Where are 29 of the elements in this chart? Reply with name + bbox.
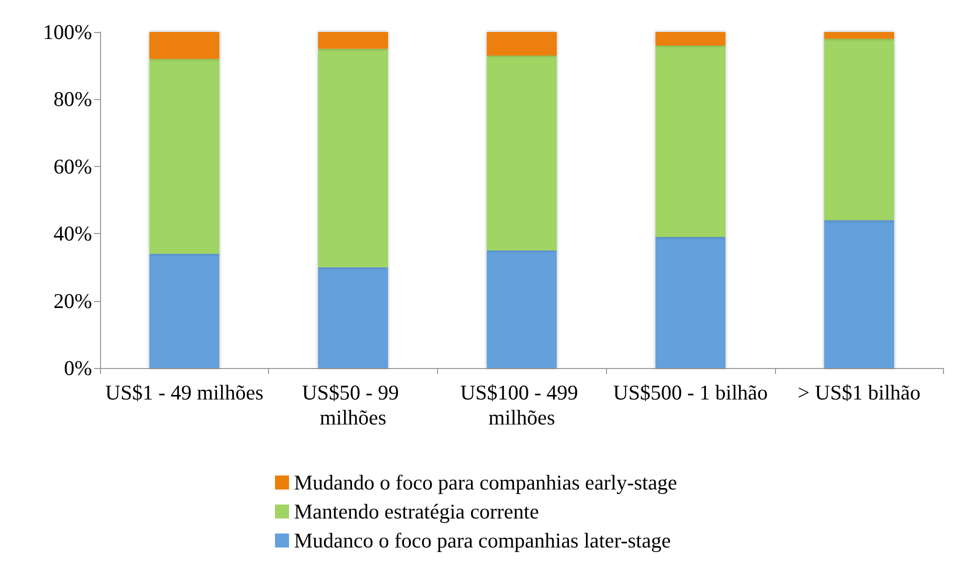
bar — [149, 58, 220, 254]
bar — [824, 38, 894, 220]
y-tick-label: 40% — [54, 222, 92, 246]
y-tick-label: 0% — [64, 356, 92, 380]
y-tick-label: 80% — [54, 87, 92, 112]
bar — [486, 250, 557, 368]
x-tick-label: > US$1 bilhão — [798, 380, 920, 404]
x-tick-label: US$50 - 99 milhões — [302, 380, 404, 430]
bar — [655, 45, 726, 237]
bar — [486, 56, 557, 250]
bar — [318, 267, 388, 368]
legend-label: Mudanco o foco para companhias later-stage — [294, 528, 671, 552]
y-tick-label: 20% — [54, 288, 92, 313]
x-tick-label: US$500 - 1 bilhão — [613, 380, 768, 404]
bar — [824, 32, 894, 39]
bar — [824, 220, 894, 368]
y-tick-label: 60% — [54, 154, 92, 178]
bar — [149, 254, 220, 368]
bar — [318, 32, 388, 49]
bar — [655, 32, 726, 46]
bar — [149, 32, 220, 59]
bar — [318, 48, 388, 268]
x-tick-label: US$100 - 499 milhões — [460, 380, 584, 430]
y-tick-label: 100% — [43, 20, 92, 44]
legend-label: Mudando o foco para companhias early-stage — [294, 470, 678, 494]
legend-label: Mantendo estratégia corrente — [294, 500, 539, 524]
bar — [655, 236, 726, 368]
bar — [486, 32, 557, 56]
x-tick-label: US$1 - 49 milhões — [105, 380, 264, 404]
